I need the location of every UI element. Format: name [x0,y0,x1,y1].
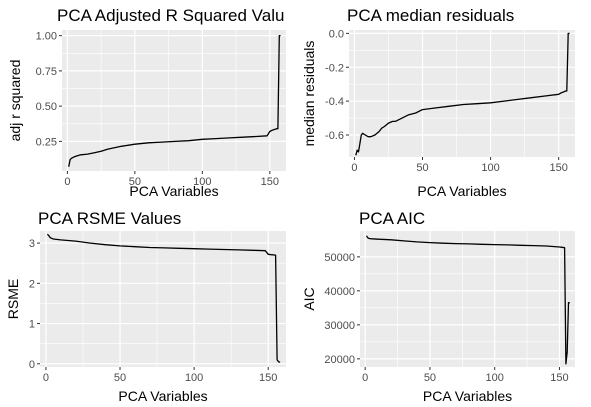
plot-panel [360,231,575,367]
x-tick-label: 100 [481,162,499,174]
x-axis-label: PCA Variables [417,183,506,199]
plot-panel [62,30,286,171]
y-axis-label: AIC [301,287,317,310]
x-axis-label: PCA Variables [423,388,512,404]
y-tick-label: 1 [29,319,35,331]
y-tick-label: 50000 [324,252,355,264]
chart-title: PCA AIC [359,209,425,228]
y-tick-label: -0.6 [325,130,344,142]
chart-title: PCA median residuals [347,6,514,25]
x-tick-label: 100 [185,372,203,384]
y-tick-label: -0.2 [325,62,344,74]
y-axis-label: RSME [5,279,21,319]
x-tick-label: 100 [486,372,504,384]
chart-title: PCA Adjusted R Squared Valu [57,6,284,25]
x-tick-label: 150 [259,372,277,384]
chart-panel-4: PCA AIC 0 50 100 150 20000 30000 40000 50000 PCA … [301,209,575,404]
y-tick-label: 0.75 [36,66,57,78]
x-tick-label: 0 [362,372,368,384]
y-tick-label: 0.25 [36,136,57,148]
y-tick-label: 40000 [324,286,355,298]
x-tick-label: 50 [416,162,428,174]
x-tick-label: 150 [549,162,567,174]
chart-title: PCA RSME Values [38,209,181,228]
x-tick-label: 150 [261,176,279,188]
chart-panel-3: PCA RSME Values 0 50 100 150 0 1 2 3 PCA Variable… [5,209,286,404]
y-tick-label: -0.4 [325,96,344,108]
y-tick-label: 0.0 [329,28,344,40]
y-tick-label: 2 [29,278,35,290]
x-axis-label: PCA Variables [129,183,218,199]
chart-panel-2: PCA median residuals 0 50 100 150 -0.6 -0.4 -0.… [301,6,575,199]
x-tick-label: 50 [424,372,436,384]
y-tick-label: 1.00 [36,31,57,43]
x-axis-label: PCA Variables [118,388,207,404]
x-tick-label: 150 [550,372,568,384]
y-tick-label: 3 [29,238,35,250]
y-tick-label: 30000 [324,320,355,332]
y-tick-label: 0.50 [36,101,57,113]
x-tick-label: 50 [114,372,126,384]
plot-panel [40,231,286,367]
x-tick-label: 0 [64,176,70,188]
y-tick-label: 0 [29,359,35,371]
x-tick-label: 0 [43,372,49,384]
plot-panel [349,30,575,157]
y-tick-label: 20000 [324,354,355,366]
y-axis-label: adj r squared [7,60,23,142]
x-tick-label: 0 [351,162,357,174]
y-axis-label: median residuals [301,41,317,147]
